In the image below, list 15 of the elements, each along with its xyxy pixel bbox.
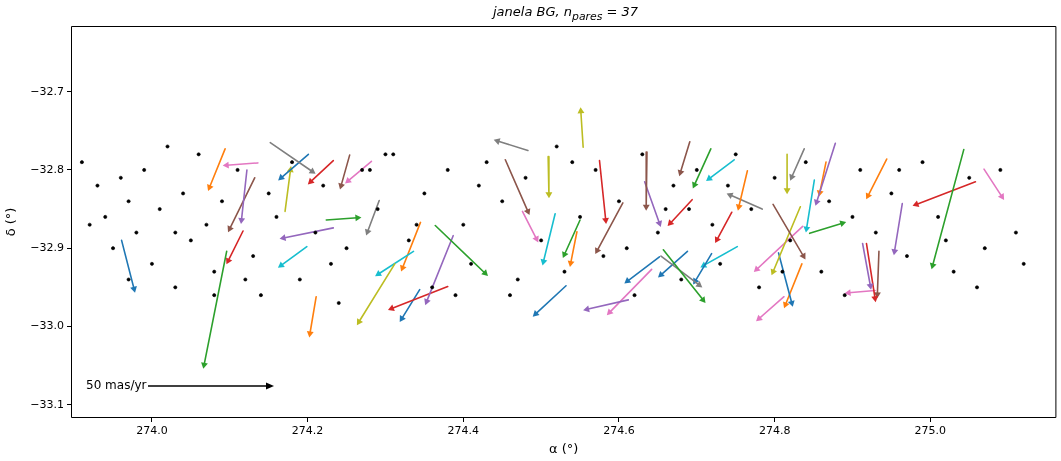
y-axis-title: δ (°): [3, 207, 19, 237]
x-tick-label: 274.4: [447, 424, 480, 438]
x-tick-label: 274.8: [758, 424, 791, 438]
x-tick-label: 275.0: [914, 424, 947, 438]
annotation: 50 mas/yr: [86, 378, 147, 393]
chart-title: janela BG, n$_{pares}$ = 37: [490, 4, 639, 23]
x-tick-label: 274.6: [603, 424, 635, 438]
x-tick-label: 274.0: [136, 424, 168, 438]
y-tick-label: −32.7: [30, 84, 64, 98]
x-tick-label: 274.2: [291, 424, 324, 438]
y-tick-label: −33.1: [30, 397, 64, 411]
x-axis-title: α (°): [549, 440, 579, 456]
y-tick-label: −32.8: [30, 162, 64, 176]
y-tick-label: −33.0: [30, 319, 64, 333]
y-tick-label: −32.9: [30, 241, 64, 255]
